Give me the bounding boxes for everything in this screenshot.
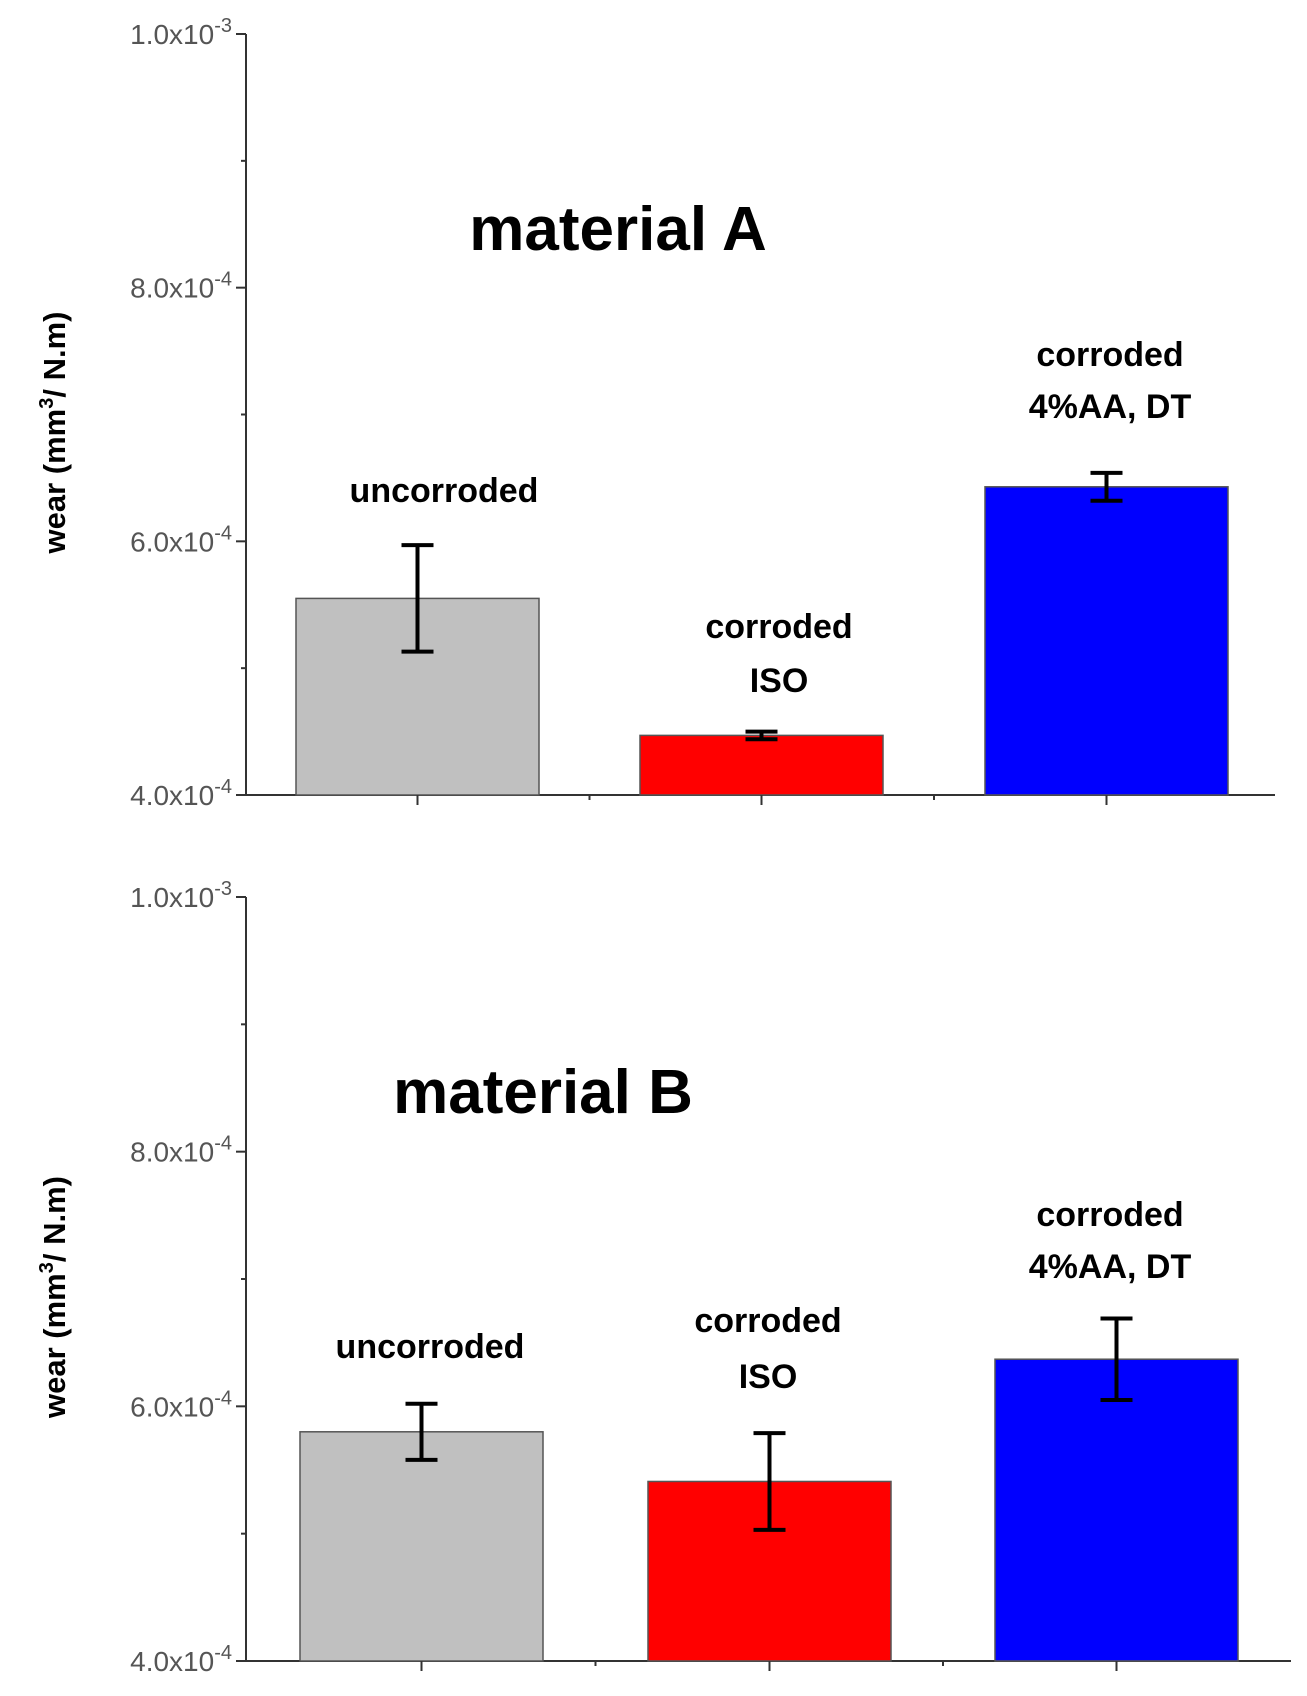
y-tick-label: 8.0x10-4	[130, 269, 232, 304]
y-tick-label: 4.0x10-4	[130, 776, 232, 811]
y-axis-label: wear (mm3/ N.m)	[36, 312, 72, 555]
chart-panel-b: 4.0x10-4 6.0x10-4 8.0x10-4 1.0x10-3 wear (mm…	[36, 878, 1291, 1677]
chart-panel-a: 4.0x10-4 6.0x10-4 8.0x10-4 1.0x10-3 wear (mm…	[36, 15, 1275, 811]
bar-label: corroded	[694, 1302, 841, 1340]
bar-label: corroded	[1036, 1196, 1183, 1234]
bar-label: uncorroded	[350, 472, 539, 510]
y-tick-label: 1.0x10-3	[130, 878, 232, 913]
bar-corroded-4-aa-dt	[994, 1358, 1239, 1662]
y-axis-label: wear (mm3/ N.m)	[36, 1176, 72, 1419]
y-tick-label: 6.0x10-4	[130, 522, 232, 557]
y-tick-label: 8.0x10-4	[130, 1133, 232, 1168]
y-tick-label: 6.0x10-4	[130, 1387, 232, 1422]
bar-label: uncorroded	[336, 1328, 525, 1366]
bar-uncorroded	[299, 1431, 544, 1662]
bar-label: 4%AA, DT	[1029, 1248, 1192, 1286]
bar-label: corroded	[705, 608, 852, 646]
chart-title: material A	[469, 195, 767, 264]
bar-corroded-4-aa-dt	[984, 486, 1229, 796]
bar-label: ISO	[739, 1358, 798, 1396]
bar-label: corroded	[1036, 336, 1183, 374]
bar-label: 4%AA, DT	[1029, 388, 1192, 426]
chart-title: material B	[393, 1058, 693, 1127]
y-tick-label: 4.0x10-4	[130, 1642, 232, 1677]
y-tick-label: 1.0x10-3	[130, 15, 232, 50]
bar-corroded-iso	[639, 734, 884, 796]
bar-label: ISO	[750, 662, 809, 700]
